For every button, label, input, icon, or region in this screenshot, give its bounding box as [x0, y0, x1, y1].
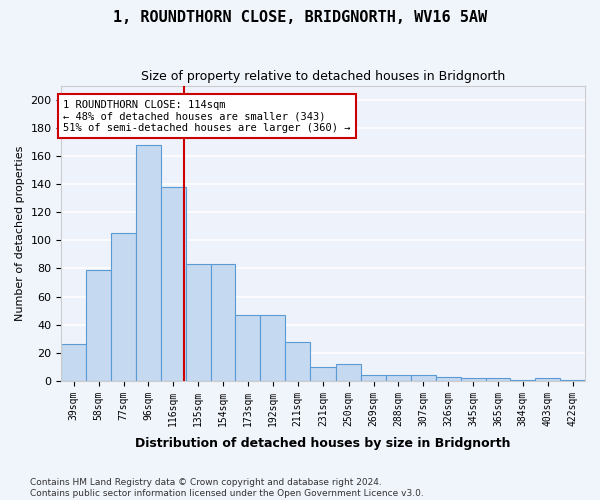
Bar	[86, 270, 111, 381]
Bar	[260, 315, 285, 381]
Bar	[136, 144, 161, 381]
Bar	[61, 344, 86, 381]
Text: 1 ROUNDTHORN CLOSE: 114sqm
← 48% of detached houses are smaller (343)
51% of sem: 1 ROUNDTHORN CLOSE: 114sqm ← 48% of deta…	[64, 100, 351, 133]
Bar	[485, 378, 511, 381]
Bar	[161, 187, 186, 381]
X-axis label: Distribution of detached houses by size in Bridgnorth: Distribution of detached houses by size …	[136, 437, 511, 450]
Bar	[336, 364, 361, 381]
Bar	[111, 233, 136, 381]
Text: 1, ROUNDTHORN CLOSE, BRIDGNORTH, WV16 5AW: 1, ROUNDTHORN CLOSE, BRIDGNORTH, WV16 5A…	[113, 10, 487, 25]
Bar	[560, 380, 585, 381]
Bar	[386, 376, 411, 381]
Bar	[235, 315, 260, 381]
Text: Contains HM Land Registry data © Crown copyright and database right 2024.
Contai: Contains HM Land Registry data © Crown c…	[30, 478, 424, 498]
Title: Size of property relative to detached houses in Bridgnorth: Size of property relative to detached ho…	[141, 70, 505, 83]
Bar	[186, 264, 211, 381]
Bar	[511, 380, 535, 381]
Bar	[285, 342, 310, 381]
Bar	[361, 376, 386, 381]
Bar	[461, 378, 485, 381]
Bar	[310, 367, 336, 381]
Bar	[211, 264, 235, 381]
Bar	[535, 378, 560, 381]
Bar	[411, 376, 436, 381]
Y-axis label: Number of detached properties: Number of detached properties	[15, 146, 25, 321]
Bar	[436, 376, 461, 381]
